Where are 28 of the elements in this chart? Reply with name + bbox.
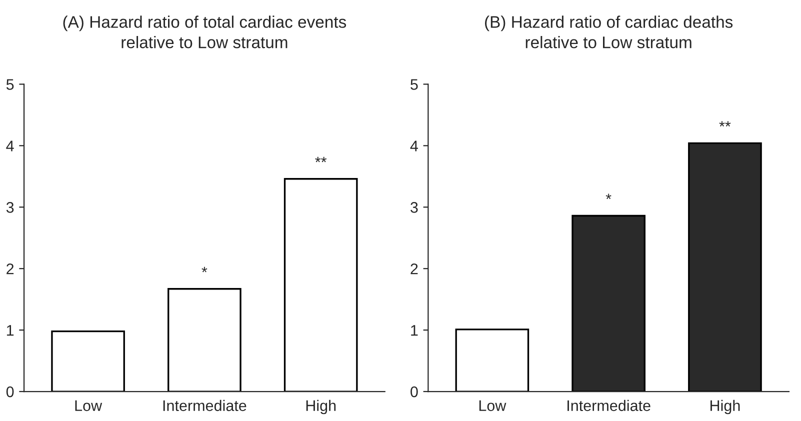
y-tick-label: 0 <box>6 386 14 398</box>
bar <box>284 178 358 392</box>
bar <box>168 288 242 392</box>
x-tick-label: Intermediate <box>568 400 650 412</box>
x-tick-label: High <box>306 400 336 414</box>
y-tick-label: 2 <box>6 263 14 274</box>
y-tick-label: 5 <box>410 79 418 90</box>
x-tick-label: Low <box>479 400 506 412</box>
bar <box>51 330 125 392</box>
y-tick-label: 3 <box>6 202 14 213</box>
y-tick-label: 5 <box>6 79 14 90</box>
bar <box>455 328 530 392</box>
annotation: ** <box>315 156 327 162</box>
chart-title: (B) Hazard ratio of cardiac deaths relative to Low stratum <box>485 16 733 48</box>
chart-title: (A) Hazard ratio of total cardiac events relative to Low stratum <box>63 16 346 48</box>
y-tick-label: 1 <box>411 325 418 336</box>
y-tick-label: 4 <box>6 140 14 152</box>
x-tick-label: High <box>710 400 740 414</box>
x-tick-label: Low <box>75 400 102 412</box>
y-tick-label: 0 <box>410 386 418 398</box>
y-tick-label: 4 <box>410 140 418 152</box>
y-tick-label: 2 <box>410 263 418 274</box>
y-tick-label: 1 <box>6 325 14 336</box>
annotation: * <box>606 194 612 200</box>
annotation: * <box>202 266 208 272</box>
annotation: ** <box>719 121 731 127</box>
y-tick-label: 3 <box>410 202 418 213</box>
x-tick-label: Intermediate <box>163 400 246 412</box>
